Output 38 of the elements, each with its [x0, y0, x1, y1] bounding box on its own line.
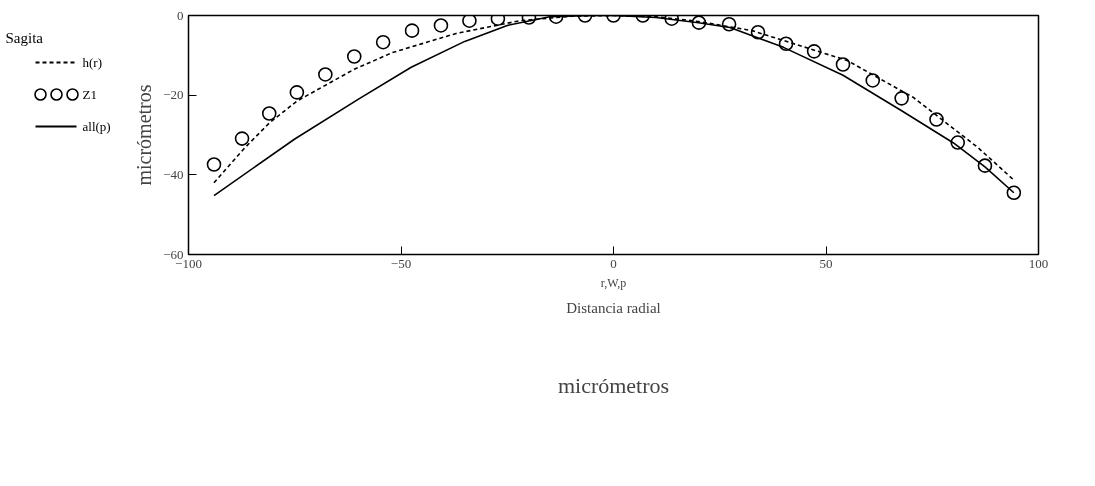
point: [778, 36, 794, 52]
point: [404, 23, 420, 38]
point: [206, 157, 222, 172]
x-tick-label: 100: [1028, 255, 1049, 271]
point: [1006, 185, 1022, 201]
point: [977, 158, 993, 173]
point: [750, 24, 766, 40]
y-tick-label: −60: [163, 246, 184, 262]
text: micrómetros: [557, 372, 670, 398]
legend-title: Sagita: [5, 29, 44, 46]
point: [950, 135, 966, 150]
point: [929, 112, 944, 127]
x-tick-label: 0: [610, 255, 617, 271]
x-tick-label: −50: [390, 255, 412, 271]
x-tick-label: 50: [819, 255, 833, 271]
point: [691, 15, 707, 30]
y-tick-label: −20: [163, 87, 184, 103]
legend-label: Z1: [82, 87, 97, 102]
point: [318, 67, 333, 82]
x-axis-title: r,W,p: [600, 275, 627, 290]
y-axis-title: micrómetros: [133, 84, 156, 186]
legend-label: all(p): [82, 119, 111, 134]
point: [721, 16, 737, 32]
point: [806, 44, 822, 59]
point: [433, 18, 449, 33]
point: [234, 131, 250, 146]
point: [894, 91, 909, 106]
point: [346, 49, 362, 64]
legend-label: h(r): [82, 55, 102, 70]
point: [289, 85, 305, 100]
point: [261, 106, 277, 121]
point: [835, 57, 851, 72]
y-tick-label: 0: [177, 7, 184, 23]
point: [375, 34, 391, 50]
point: [865, 73, 881, 88]
y-tick-label: −40: [163, 166, 184, 182]
text: Distancia radial: [566, 299, 661, 316]
point: [462, 15, 477, 28]
